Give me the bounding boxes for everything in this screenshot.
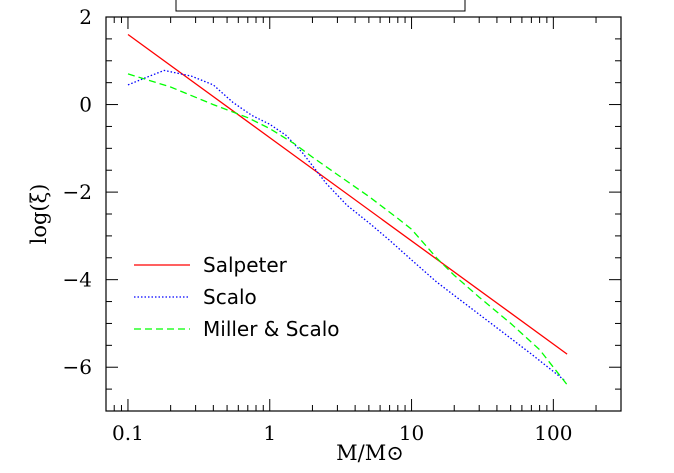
- x-tick-label: 0.1: [112, 421, 144, 445]
- series-line-scalo: [127, 69, 566, 381]
- y-tick-labels: 2 0 −2 −4 −6: [63, 5, 92, 379]
- series-line-miller-scalo: [127, 73, 568, 386]
- series-line-salpeter: [127, 33, 568, 355]
- x-tick-label: 1: [263, 421, 276, 445]
- top-frame-box: [175, 0, 466, 12]
- plot-frame: [105, 16, 622, 412]
- legend-label: Scalo: [203, 285, 257, 309]
- x-tick-label: 10: [399, 421, 424, 445]
- legend-label: Miller & Scalo: [203, 317, 340, 341]
- legend-label: Salpeter: [203, 253, 288, 277]
- legend: Salpeter Scalo Miller & Scalo: [134, 253, 340, 341]
- x-tick-label: 100: [534, 421, 572, 445]
- y-tick-label: −2: [63, 180, 92, 204]
- series-lines: [127, 33, 568, 386]
- y-tick-label: −6: [63, 355, 92, 379]
- tick-marks: [105, 16, 622, 412]
- x-axis-label: M/M⊙: [336, 441, 404, 465]
- y-tick-label: −4: [63, 268, 92, 292]
- y-tick-label: 2: [79, 5, 92, 29]
- y-axis-label: log(ξ): [27, 184, 51, 245]
- x-tick-labels: 0.1 1 10 100: [112, 421, 572, 445]
- y-tick-label: 0: [79, 93, 92, 117]
